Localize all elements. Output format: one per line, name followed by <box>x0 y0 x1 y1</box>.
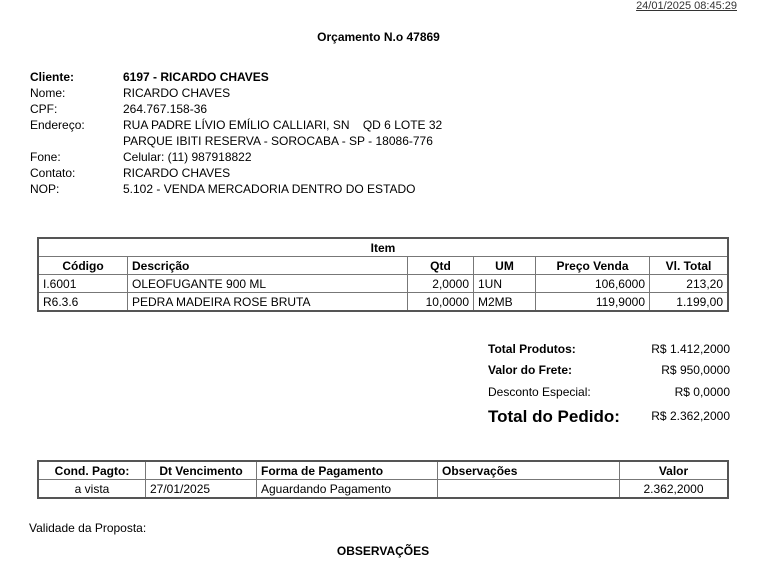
cliente-value: 6197 - RICARDO CHAVES <box>123 70 269 84</box>
cell-codigo: I.6001 <box>37 274 128 293</box>
col-valor: Valor <box>619 460 729 480</box>
cell-valor: 2.362,2000 <box>619 479 729 499</box>
table-row: a vista 27/01/2025 Aguardando Pagamento … <box>37 479 729 499</box>
nome-label: Nome: <box>30 86 66 100</box>
cell-forma-pagamento: Aguardando Pagamento <box>256 479 438 499</box>
desconto-value: R$ 0,0000 <box>674 385 730 399</box>
desconto-label: Desconto Especial: <box>488 385 591 399</box>
col-qtd: Qtd <box>407 256 474 275</box>
col-codigo: Código <box>37 256 128 275</box>
page-title: Orçamento N.o 47869 <box>317 30 440 44</box>
nop-label: NOP: <box>30 182 60 196</box>
endereco-line2: PARQUE IBITI RESERVA - SOROCABA - SP - 1… <box>123 134 433 148</box>
frete-label: Valor do Frete: <box>488 363 573 377</box>
cell-total: 1.199,00 <box>649 292 729 312</box>
cell-qtd: 10,0000 <box>407 292 474 312</box>
col-forma-pagamento: Forma de Pagamento <box>256 460 438 480</box>
table-row: R6.3.6 PEDRA MADEIRA ROSE BRUTA 10,0000 … <box>37 292 729 312</box>
col-preco: Preço Venda <box>535 256 650 275</box>
endereco-line1: RUA PADRE LÍVIO EMÍLIO CALLIARI, SN QD 6… <box>123 118 443 132</box>
cell-descricao: OLEOFUGANTE 900 ML <box>127 274 408 293</box>
cliente-label: Cliente: <box>30 70 75 84</box>
items-title: Item <box>37 237 729 257</box>
col-um: UM <box>473 256 536 275</box>
col-observacoes: Observações <box>437 460 620 480</box>
col-descricao: Descrição <box>127 256 408 275</box>
cell-observacoes <box>437 479 620 499</box>
fone-value: Celular: (11) 987918822 <box>123 150 252 164</box>
cell-descricao: PEDRA MADEIRA ROSE BRUTA <box>127 292 408 312</box>
cell-um: 1UN <box>473 274 536 293</box>
frete-value: R$ 950,0000 <box>661 363 730 377</box>
cell-um: M2MB <box>473 292 536 312</box>
col-dt-vencimento: Dt Vencimento <box>145 460 257 480</box>
fone-label: Fone: <box>30 150 61 164</box>
cpf-value: 264.767.158-36 <box>123 102 208 116</box>
col-total: Vl. Total <box>649 256 729 275</box>
total-produtos-label: Total Produtos: <box>488 342 576 356</box>
total-pedido-label: Total do Pedido: <box>488 407 620 426</box>
contato-label: Contato: <box>30 166 76 180</box>
contato-value: RICARDO CHAVES <box>123 166 231 180</box>
nome-value: RICARDO CHAVES <box>123 86 231 100</box>
endereco-label: Endereço: <box>30 118 85 132</box>
total-pedido-value: R$ 2.362,2000 <box>651 409 730 423</box>
cell-codigo: R6.3.6 <box>37 292 128 312</box>
cell-preco: 119,9000 <box>535 292 650 312</box>
timestamp: 24/01/2025 08:45:29 <box>636 0 737 12</box>
cpf-label: CPF: <box>30 102 58 116</box>
cell-qtd: 2,0000 <box>407 274 474 293</box>
cell-dt-vencimento: 27/01/2025 <box>145 479 257 499</box>
payment-table: Cond. Pagto: Dt Vencimento Forma de Paga… <box>37 460 729 499</box>
cell-preco: 106,6000 <box>535 274 650 293</box>
observacoes-title: OBSERVAÇÕES <box>336 544 430 558</box>
items-table: Item Código Descrição Qtd UM Preço Venda… <box>37 237 729 312</box>
payment-header-row: Cond. Pagto: Dt Vencimento Forma de Paga… <box>37 460 729 480</box>
table-row: I.6001 OLEOFUGANTE 900 ML 2,0000 1UN 106… <box>37 274 729 293</box>
nop-value: 5.102 - VENDA MERCADORIA DENTRO DO ESTAD… <box>123 182 416 196</box>
col-cond-pagto: Cond. Pagto: <box>37 460 146 480</box>
cell-total: 213,20 <box>649 274 729 293</box>
total-produtos-value: R$ 1.412,2000 <box>651 342 730 356</box>
validade-label: Validade da Proposta: <box>29 521 147 535</box>
cell-cond-pagto: a vista <box>37 479 146 499</box>
items-header-row: Código Descrição Qtd UM Preço Venda Vl. … <box>37 256 729 275</box>
